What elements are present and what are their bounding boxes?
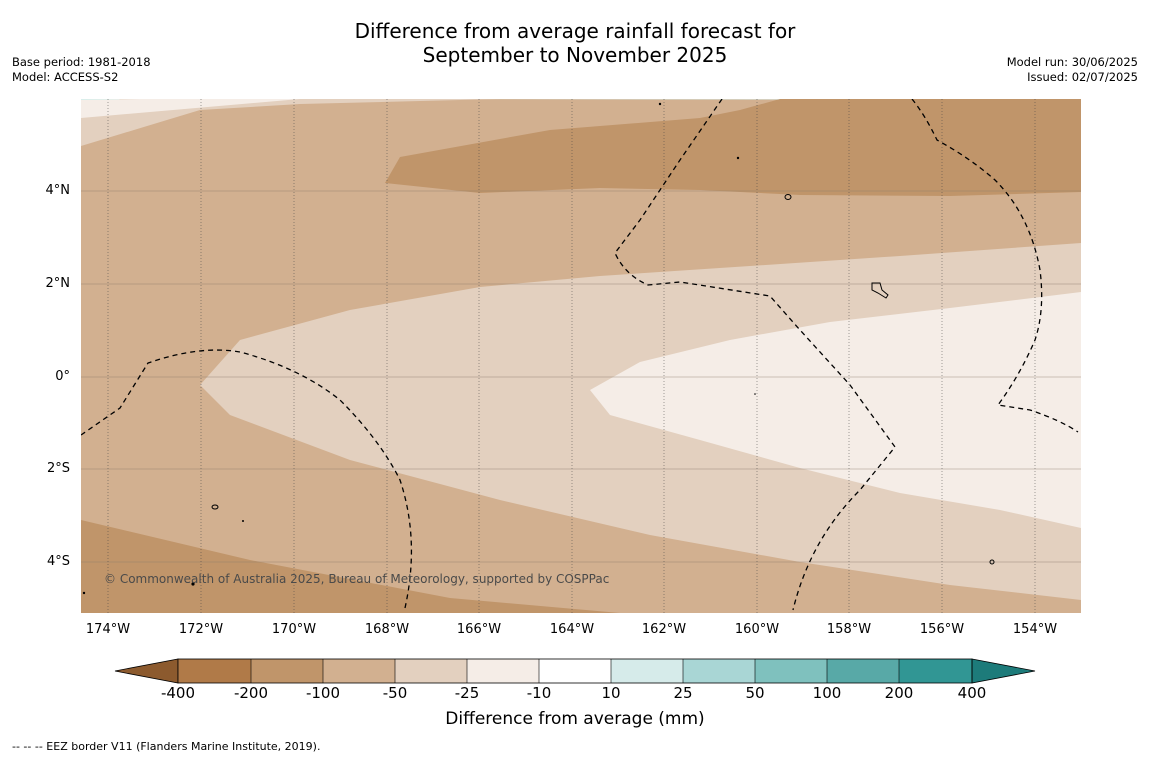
lon-label: 168°W	[364, 622, 410, 637]
lon-label: 162°W	[641, 622, 687, 637]
band-top-light	[81, 99, 500, 146]
model-run: Model run: 30/06/2025	[1006, 55, 1138, 69]
lat-label: 0°	[55, 369, 70, 384]
lon-label: 156°W	[919, 622, 965, 637]
colorbar-tick-label: -10	[526, 684, 552, 702]
lon-label: 158°W	[826, 622, 872, 637]
colorbar-tick-label: -400	[160, 684, 196, 702]
meta-left: Base period: 1981-2018 Model: ACCESS-S2	[12, 55, 151, 85]
colorbar-tick-label: -25	[454, 684, 480, 702]
colorbar-cell	[827, 659, 899, 683]
lat-label: 2°N	[45, 276, 71, 291]
colorbar-cell	[395, 659, 467, 683]
colorbar-cell	[251, 659, 323, 683]
colorbar-tick-label: 50	[745, 684, 765, 702]
title-line-1: Difference from average rainfall forecas…	[354, 19, 796, 43]
colorbar-cell	[539, 659, 611, 683]
lon-label: 160°W	[734, 622, 780, 637]
colorbar-tick-label: -50	[382, 684, 408, 702]
rainfall-map	[81, 99, 1081, 613]
colorbar-cell	[683, 659, 755, 683]
lon-label: 166°W	[456, 622, 502, 637]
eez-legend-footer: -- -- -- EEZ border V11 (Flanders Marine…	[12, 740, 321, 753]
lon-label: 170°W	[271, 622, 317, 637]
colorbar-tick-label: 100	[812, 684, 842, 702]
colorbar-tick-label: 400	[957, 684, 987, 702]
colorbar-tick-label: 200	[884, 684, 914, 702]
colorbar-cell	[178, 659, 251, 683]
lon-label: 172°W	[178, 622, 224, 637]
colorbar-extend-high	[971, 658, 1036, 684]
lat-label: 2°S	[46, 461, 70, 476]
lon-label: 174°W	[85, 622, 131, 637]
issued-date: Issued: 02/07/2025	[1027, 70, 1138, 84]
latitude-gridlines	[81, 190, 1081, 563]
colorbar-tick-label: -100	[305, 684, 341, 702]
map-title: Difference from average rainfall forecas…	[0, 19, 1150, 67]
islands	[211, 194, 995, 565]
colorbar-tick-label: 25	[673, 684, 693, 702]
lon-label: 164°W	[549, 622, 595, 637]
colorbar-cell	[611, 659, 683, 683]
eez-borders	[81, 99, 1079, 611]
meta-right: Model run: 30/06/2025 Issued: 02/07/2025	[1007, 55, 1138, 85]
model-name: Model: ACCESS-S2	[12, 70, 119, 84]
copyright-notice: © Commonwealth of Australia 2025, Bureau…	[104, 572, 610, 586]
lat-label: 4°S	[46, 554, 70, 569]
colorbar-tick-label: -200	[233, 684, 269, 702]
lat-label: 4°N	[45, 183, 71, 198]
colorbar-cell	[323, 659, 395, 683]
title-line-2: September to November 2025	[422, 43, 728, 67]
small-islands	[82, 102, 756, 595]
band-minus-200-north	[385, 99, 1081, 196]
colorbar-cell	[755, 659, 827, 683]
colorbar	[114, 658, 1036, 684]
colorbar-cell	[467, 659, 539, 683]
band-top-lightest	[81, 99, 300, 118]
lon-label: 154°W	[1012, 622, 1058, 637]
base-period: Base period: 1981-2018	[12, 55, 151, 69]
colorbar-extend-low	[114, 658, 179, 684]
colorbar-cell	[899, 659, 972, 683]
colorbar-tick-label: 10	[601, 684, 621, 702]
colorbar-title: Difference from average (mm)	[445, 709, 705, 729]
band-minus-200-south	[81, 520, 620, 613]
